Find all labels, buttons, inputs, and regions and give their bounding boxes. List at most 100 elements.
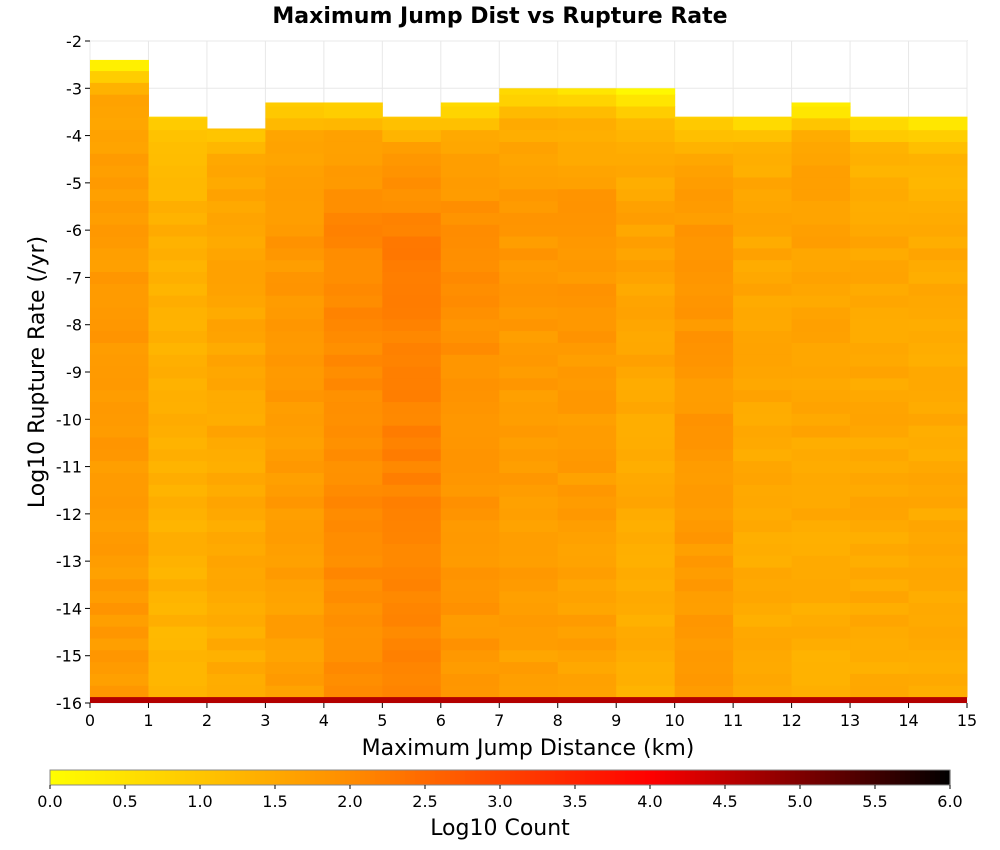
colorbar-segment bbox=[910, 770, 916, 785]
heatmap-cell bbox=[323, 271, 383, 284]
heatmap-cell bbox=[90, 661, 149, 674]
heatmap-cell bbox=[382, 283, 442, 296]
colorbar-segment bbox=[135, 770, 141, 785]
heatmap-cell bbox=[206, 366, 266, 379]
y-tick-label: -16 bbox=[56, 694, 82, 713]
x-axis-label: Maximum Jump Distance (km) bbox=[362, 736, 695, 761]
heatmap-cell bbox=[265, 129, 325, 142]
colorbar-segment bbox=[490, 770, 496, 785]
heatmap-cell bbox=[733, 236, 793, 249]
heatmap-cell bbox=[791, 661, 851, 674]
heatmap-cell bbox=[440, 590, 500, 604]
colorbar-segment bbox=[690, 770, 696, 785]
colorbar-segment bbox=[765, 770, 771, 785]
colorbar-segment bbox=[835, 770, 841, 785]
heatmap-cell bbox=[557, 413, 617, 426]
colorbar-segment bbox=[170, 770, 176, 785]
colorbar-segment bbox=[805, 770, 811, 785]
heatmap-cell bbox=[557, 484, 617, 497]
colorbar-segment bbox=[210, 770, 216, 785]
heatmap-cell bbox=[850, 507, 910, 521]
heatmap-cell bbox=[265, 389, 325, 403]
heatmap-cell bbox=[323, 472, 383, 485]
heatmap-cell bbox=[791, 626, 851, 639]
colorbar-tick-label: 2.0 bbox=[337, 792, 362, 811]
heatmap-cell bbox=[674, 117, 734, 131]
heatmap-cell bbox=[265, 117, 325, 131]
heatmap-cell bbox=[733, 661, 793, 674]
colorbar-segment bbox=[175, 770, 181, 785]
colorbar-segment bbox=[855, 770, 861, 785]
heatmap-cell bbox=[733, 685, 793, 698]
x-tick-label: 14 bbox=[898, 711, 918, 730]
colorbar-segment bbox=[350, 770, 356, 785]
colorbar-segment bbox=[270, 770, 276, 785]
heatmap-cell bbox=[850, 555, 910, 568]
heatmap-cell bbox=[499, 685, 559, 698]
heatmap-cell bbox=[557, 330, 617, 343]
heatmap-cell bbox=[148, 259, 208, 273]
heatmap-cell bbox=[148, 614, 208, 627]
heatmap-cell bbox=[733, 153, 793, 166]
heatmap-cell bbox=[382, 200, 442, 213]
heatmap-cell bbox=[499, 318, 559, 332]
heatmap-cell bbox=[323, 614, 383, 627]
heatmap-cell bbox=[265, 685, 325, 698]
heatmap-cell bbox=[908, 236, 968, 249]
colorbar-segment bbox=[575, 770, 581, 785]
colorbar-segment bbox=[50, 770, 56, 785]
heatmap-cell bbox=[557, 602, 617, 615]
heatmap-cell bbox=[440, 507, 500, 521]
heatmap-cell bbox=[90, 460, 149, 473]
heatmap-cell bbox=[382, 472, 442, 485]
heatmap-cell bbox=[440, 283, 500, 296]
heatmap-cell bbox=[557, 626, 617, 639]
heatmap-cell bbox=[265, 377, 325, 391]
heatmap-cell bbox=[265, 401, 325, 414]
heatmap-cell bbox=[791, 259, 851, 273]
heatmap-cell bbox=[382, 519, 442, 533]
heatmap-cell bbox=[557, 555, 617, 568]
heatmap-cell bbox=[733, 354, 793, 367]
y-tick-label: -2 bbox=[66, 32, 82, 51]
heatmap-cell bbox=[733, 117, 793, 131]
heatmap-cell bbox=[382, 176, 442, 190]
heatmap-cell bbox=[733, 212, 793, 225]
x-tick-label: 3 bbox=[260, 711, 270, 730]
heatmap-cell bbox=[733, 555, 793, 568]
heatmap-cell bbox=[616, 165, 676, 178]
heatmap-cell bbox=[148, 448, 208, 462]
heatmap-cell bbox=[674, 460, 734, 473]
colorbar-segment bbox=[65, 770, 71, 785]
heatmap-cell bbox=[148, 295, 208, 308]
colorbar-segment bbox=[110, 770, 116, 785]
heatmap-cell bbox=[616, 318, 676, 332]
heatmap-cell bbox=[206, 271, 266, 284]
heatmap-cell bbox=[791, 224, 851, 237]
heatmap-cell bbox=[265, 673, 325, 686]
heatmap-cell bbox=[616, 484, 676, 497]
heatmap-cell bbox=[265, 188, 325, 202]
colorbar-segment bbox=[240, 770, 246, 785]
colorbar-segment bbox=[60, 770, 66, 785]
heatmap-cell bbox=[499, 519, 559, 533]
colorbar-segment bbox=[370, 770, 376, 785]
heatmap-cell bbox=[382, 507, 442, 521]
heatmap-cell bbox=[148, 602, 208, 615]
heatmap-cell bbox=[674, 472, 734, 485]
heatmap-cell bbox=[616, 200, 676, 213]
colorbar-segment bbox=[545, 770, 551, 785]
colorbar-segment bbox=[935, 770, 941, 785]
heatmap-cell bbox=[382, 425, 442, 438]
colorbar-segment bbox=[650, 770, 656, 785]
heatmap-cell bbox=[557, 117, 617, 131]
heatmap-cell bbox=[440, 106, 500, 119]
colorbar-segment bbox=[745, 770, 751, 785]
colorbar-segment bbox=[675, 770, 681, 785]
heatmap-cell bbox=[499, 661, 559, 674]
heatmap-cell bbox=[616, 212, 676, 225]
heatmap-cell bbox=[616, 626, 676, 639]
heatmap-cell bbox=[557, 306, 617, 320]
heatmap-cell bbox=[499, 448, 559, 462]
heatmap-cell bbox=[791, 247, 851, 261]
